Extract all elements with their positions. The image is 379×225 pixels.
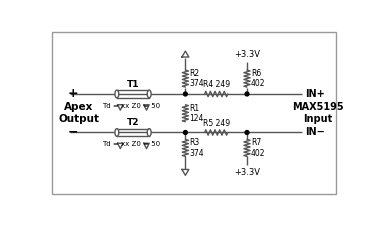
Circle shape	[183, 92, 187, 96]
Text: Td = xx Z0 = 50: Td = xx Z0 = 50	[102, 141, 161, 147]
Text: IN−: IN−	[305, 128, 324, 137]
Text: T1: T1	[127, 80, 139, 89]
Text: T2: T2	[127, 118, 139, 127]
Text: R4 249: R4 249	[203, 80, 230, 89]
Ellipse shape	[115, 129, 119, 136]
Text: R3
374: R3 374	[189, 138, 204, 158]
Text: R1
124: R1 124	[189, 104, 204, 123]
Text: Apex
Output: Apex Output	[59, 102, 100, 124]
Text: +3.3V: +3.3V	[234, 168, 260, 177]
Circle shape	[245, 130, 249, 134]
Text: R6
402: R6 402	[251, 69, 265, 88]
Text: Td = xx Z0 = 50: Td = xx Z0 = 50	[102, 103, 161, 108]
Text: +: +	[67, 88, 78, 101]
Ellipse shape	[147, 129, 151, 136]
Text: MAX5195
Input: MAX5195 Input	[292, 102, 344, 124]
Ellipse shape	[147, 90, 151, 98]
Ellipse shape	[115, 90, 119, 98]
Circle shape	[245, 92, 249, 96]
Text: +3.3V: +3.3V	[234, 50, 260, 58]
Text: R7
402: R7 402	[251, 138, 265, 158]
Text: IN+: IN+	[305, 89, 324, 99]
Circle shape	[183, 130, 187, 134]
Text: R5 249: R5 249	[203, 119, 230, 128]
Text: R2
374: R2 374	[189, 69, 204, 88]
Text: −: −	[67, 126, 78, 139]
